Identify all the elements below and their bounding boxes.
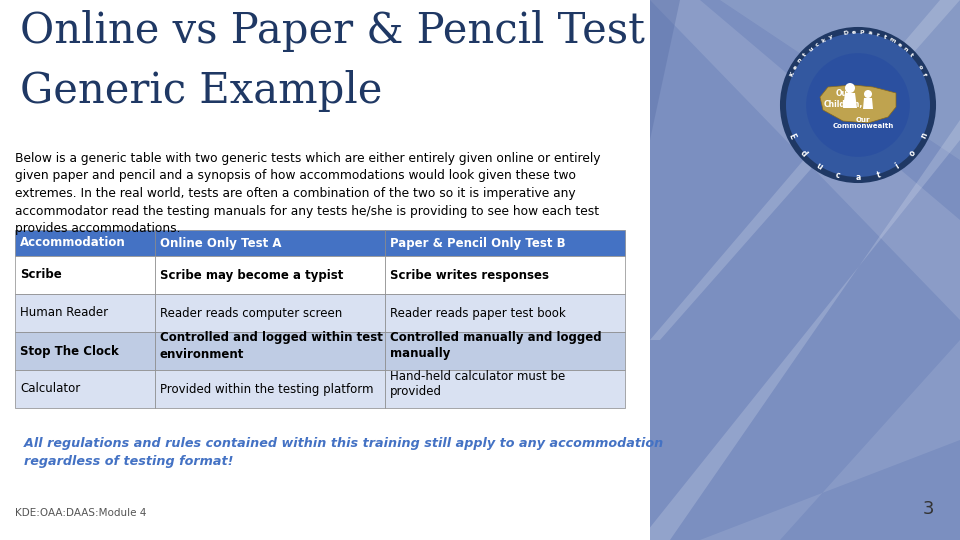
Text: KDE:OAA:DAAS:Module 4: KDE:OAA:DAAS:Module 4 — [15, 508, 146, 518]
Text: All regulations and rules contained within this training still apply to any acco: All regulations and rules contained with… — [15, 437, 663, 468]
Text: p: p — [859, 30, 864, 35]
Text: Provided within the testing platform: Provided within the testing platform — [160, 382, 373, 395]
Polygon shape — [863, 98, 873, 109]
Text: Human Reader: Human Reader — [20, 307, 108, 320]
Circle shape — [806, 53, 910, 157]
Text: n: n — [901, 46, 908, 52]
Text: t: t — [908, 52, 914, 57]
Text: u: u — [807, 46, 814, 52]
Text: c: c — [834, 170, 841, 180]
FancyBboxPatch shape — [15, 230, 155, 256]
Text: Generic Example: Generic Example — [20, 70, 382, 112]
Text: f: f — [922, 72, 927, 77]
Polygon shape — [820, 85, 896, 123]
Text: e: e — [896, 41, 902, 48]
Text: Controlled and logged within test
environment: Controlled and logged within test enviro… — [160, 332, 383, 361]
Text: a: a — [867, 30, 873, 36]
Text: y: y — [828, 34, 834, 40]
FancyBboxPatch shape — [385, 256, 625, 294]
Text: Scribe writes responses: Scribe writes responses — [390, 268, 549, 281]
Polygon shape — [843, 93, 857, 108]
Text: Below is a generic table with two generic tests which are either entirely given : Below is a generic table with two generi… — [15, 152, 601, 235]
Text: t: t — [803, 52, 808, 57]
Text: Scribe: Scribe — [20, 268, 61, 281]
Text: D: D — [843, 30, 850, 36]
FancyBboxPatch shape — [15, 256, 155, 294]
FancyBboxPatch shape — [15, 294, 155, 332]
FancyBboxPatch shape — [155, 370, 385, 408]
Polygon shape — [650, 0, 960, 540]
Text: E: E — [786, 132, 797, 140]
Text: u: u — [814, 161, 824, 172]
FancyBboxPatch shape — [155, 230, 385, 256]
Text: n: n — [919, 131, 929, 140]
Circle shape — [845, 83, 855, 93]
Text: Controlled manually and logged
manually: Controlled manually and logged manually — [390, 332, 602, 361]
FancyBboxPatch shape — [385, 230, 625, 256]
Text: d: d — [798, 148, 808, 158]
Circle shape — [864, 90, 872, 98]
Text: Accommodation: Accommodation — [20, 237, 126, 249]
Text: n: n — [797, 57, 804, 64]
Text: Scribe may become a typist: Scribe may become a typist — [160, 268, 344, 281]
Polygon shape — [650, 0, 680, 140]
FancyBboxPatch shape — [155, 332, 385, 370]
Text: c: c — [814, 42, 820, 48]
Text: Online vs Paper & Pencil Test: Online vs Paper & Pencil Test — [20, 10, 645, 52]
Text: m: m — [888, 37, 897, 44]
Circle shape — [781, 28, 935, 182]
Polygon shape — [650, 0, 960, 340]
Polygon shape — [650, 0, 960, 320]
Text: Our
Children,: Our Children, — [824, 89, 863, 109]
FancyBboxPatch shape — [385, 370, 625, 408]
Text: Hand-held calculator must be
provided: Hand-held calculator must be provided — [390, 369, 565, 399]
Text: Calculator: Calculator — [20, 382, 81, 395]
Text: 3: 3 — [923, 500, 934, 518]
FancyBboxPatch shape — [15, 332, 155, 370]
Text: a: a — [855, 173, 860, 183]
Text: K: K — [788, 71, 795, 77]
Polygon shape — [650, 0, 960, 160]
Text: Stop The Clock: Stop The Clock — [20, 345, 119, 357]
Text: o: o — [917, 64, 924, 70]
FancyBboxPatch shape — [155, 294, 385, 332]
Text: Our
Commonwealth: Our Commonwealth — [832, 117, 894, 130]
Text: k: k — [821, 37, 827, 44]
Text: r: r — [876, 32, 879, 37]
Text: Online Only Test A: Online Only Test A — [160, 237, 281, 249]
Text: e: e — [852, 30, 856, 35]
FancyBboxPatch shape — [385, 294, 625, 332]
FancyBboxPatch shape — [15, 370, 155, 408]
Polygon shape — [700, 340, 960, 540]
Text: t: t — [876, 170, 881, 180]
Text: Reader reads paper test book: Reader reads paper test book — [390, 307, 565, 320]
Polygon shape — [640, 120, 960, 540]
Text: i: i — [894, 162, 900, 171]
Text: Reader reads computer screen: Reader reads computer screen — [160, 307, 343, 320]
Text: t: t — [882, 34, 887, 40]
Text: o: o — [908, 148, 918, 158]
FancyBboxPatch shape — [155, 256, 385, 294]
FancyBboxPatch shape — [385, 332, 625, 370]
Circle shape — [786, 33, 930, 177]
Text: Paper & Pencil Only Test B: Paper & Pencil Only Test B — [390, 237, 565, 249]
Text: e: e — [792, 64, 799, 70]
